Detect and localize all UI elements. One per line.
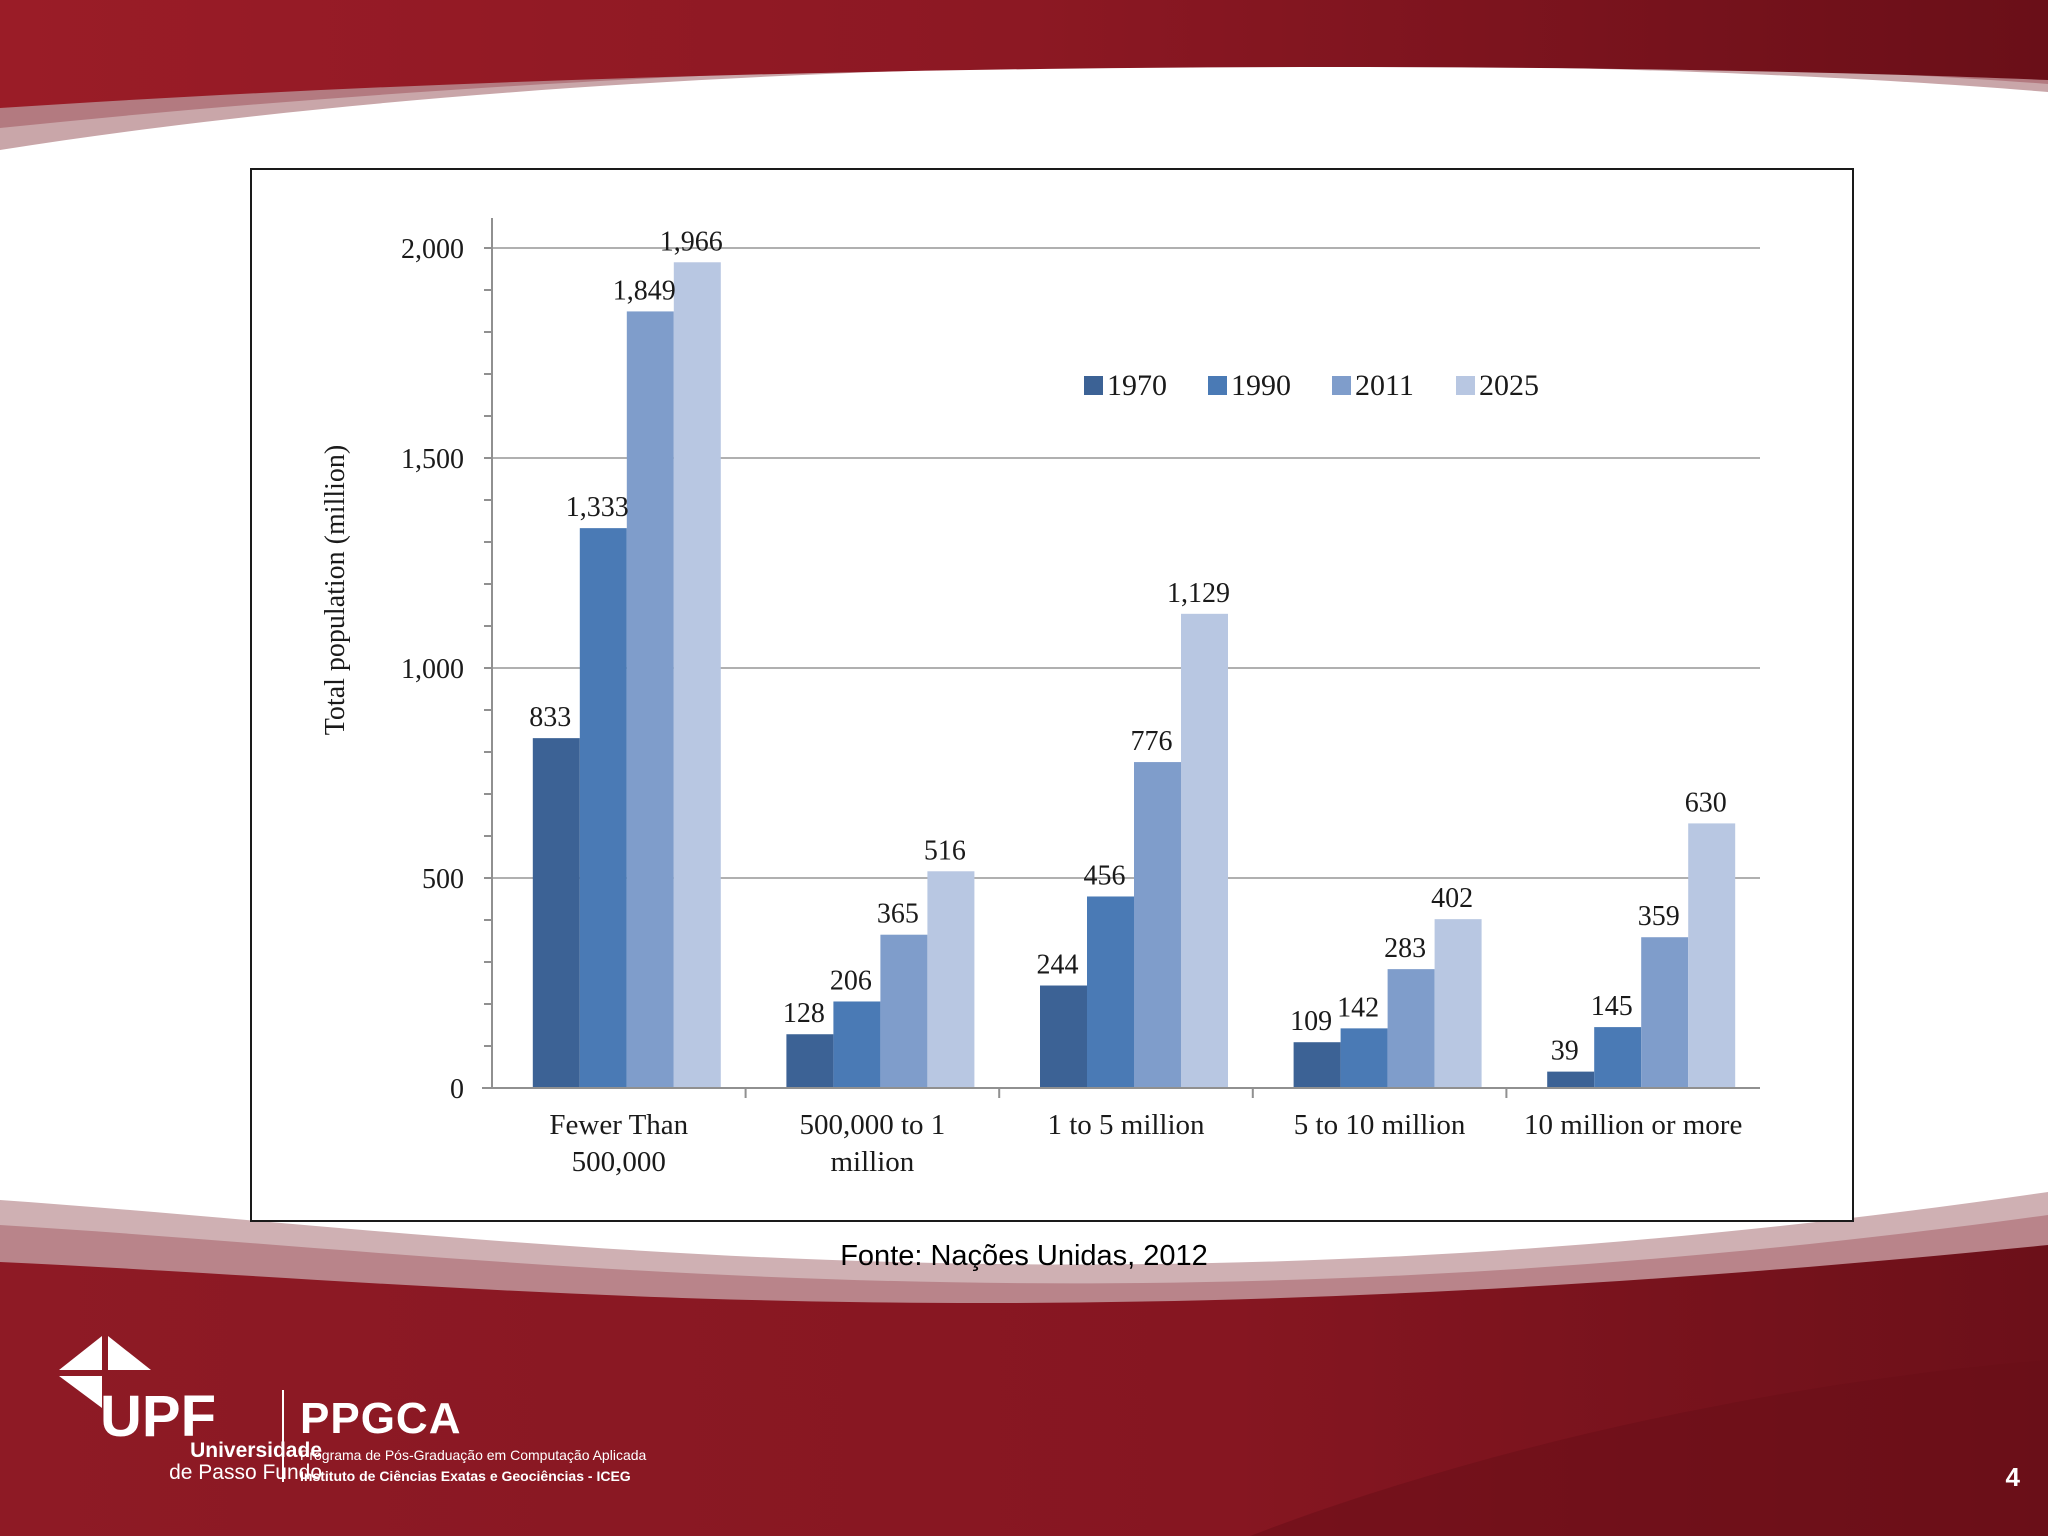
data-label: 206 [830, 965, 872, 996]
data-label: 283 [1384, 933, 1426, 964]
legend-label: 2025 [1479, 369, 1539, 402]
bar-chart: Total population (million) 0 500 1,000 1,50… [320, 218, 1760, 1178]
x-tick-label: 500,000 [572, 1146, 666, 1178]
x-tick-label: 1 to 5 million [1047, 1109, 1205, 1141]
source-caption: Fonte: Nações Unidas, 2012 [840, 1240, 1208, 1272]
legend-label: 2011 [1355, 369, 1414, 402]
data-label: 1,966 [660, 226, 723, 257]
bars [532, 262, 1736, 1088]
y-tick-label: 2,000 [401, 234, 464, 265]
bar-2011 [880, 934, 928, 1088]
legend-swatch-1970 [1084, 376, 1103, 395]
y-tick-label: 1,000 [401, 654, 464, 685]
y-axis-ticks: 0 500 1,000 1,500 2,000 [401, 218, 493, 1105]
legend-swatch-1990 [1208, 376, 1227, 395]
x-tick-label: 5 to 10 million [1294, 1109, 1466, 1141]
chart-frame: Total population (million) 0 500 1,000 1,50… [250, 168, 1854, 1222]
x-tick-label: 10 million or more [1524, 1109, 1742, 1141]
bar-1990 [1087, 896, 1134, 1088]
top-wave [0, 0, 2048, 108]
legend-label: 1990 [1231, 369, 1291, 402]
institute-name: Instituto de Ciências Exatas e Geociênci… [300, 1468, 631, 1484]
data-label: 630 [1685, 787, 1727, 818]
bar-1970 [786, 1034, 834, 1088]
bar-2025 [1688, 823, 1736, 1088]
data-label: 1,333 [566, 492, 629, 523]
data-label: 1,849 [613, 275, 676, 306]
bar-1970 [1293, 1042, 1341, 1088]
legend-label: 1970 [1107, 369, 1167, 402]
x-tick-label: Fewer Than [549, 1109, 688, 1141]
chart-legend: 1970 1990 2011 2025 [1084, 369, 1539, 402]
x-axis-ticks: Fewer Than 500,000 500,000 to 1 million 1 to… [482, 1087, 1760, 1178]
bar-2011 [1641, 937, 1689, 1088]
data-label: 833 [529, 702, 571, 733]
logo-upf-text: UPF [100, 1384, 216, 1440]
bar-2011 [1387, 969, 1435, 1088]
page-number: 4 [2005, 1462, 2020, 1492]
y-axis-title: Total population (million) [320, 445, 351, 735]
data-label: 39 [1551, 1036, 1579, 1067]
university-line1: Universidade [190, 1439, 322, 1462]
data-label: 365 [877, 899, 919, 930]
y-tick-label: 1,500 [401, 444, 464, 475]
data-label: 142 [1337, 992, 1379, 1023]
data-label: 128 [783, 998, 825, 1029]
data-label: 1,129 [1167, 578, 1230, 609]
x-tick-label: million [831, 1146, 915, 1178]
data-label: 516 [924, 835, 966, 866]
bar-2011 [626, 311, 674, 1088]
legend-swatch-2025 [1456, 376, 1475, 395]
y-tick-label: 500 [422, 864, 464, 895]
university-line2: de Passo Fundo [169, 1461, 322, 1484]
data-label: 776 [1131, 726, 1173, 757]
program-name: Programa de Pós-Graduação em Computação … [300, 1447, 647, 1463]
data-label: 244 [1037, 950, 1079, 981]
x-tick-label: 500,000 to 1 [799, 1109, 945, 1141]
university-name: Universidade de Passo Fundo [126, 1440, 322, 1484]
data-label: 456 [1084, 860, 1126, 891]
bar-2025 [927, 871, 975, 1088]
data-label: 359 [1638, 901, 1680, 932]
bar-1970 [1040, 985, 1087, 1088]
logo-divider [282, 1390, 284, 1482]
bar-2025 [1434, 919, 1482, 1088]
data-label: 145 [1591, 991, 1633, 1022]
program-acronym: PPGCA [300, 1394, 462, 1443]
bar-1990 [1340, 1028, 1388, 1088]
data-label: 402 [1431, 883, 1473, 914]
bar-1970 [532, 738, 580, 1088]
bar-2025 [673, 262, 721, 1088]
bar-1990 [833, 1001, 881, 1088]
bar-1990 [1594, 1027, 1642, 1088]
legend-swatch-2011 [1332, 376, 1351, 395]
bar-1970 [1547, 1071, 1595, 1088]
bottom-wave-dark [1250, 1360, 2048, 1536]
y-tick-label: 0 [450, 1074, 464, 1105]
upf-logo-icon: UPF [59, 1336, 216, 1440]
bar-2011 [1134, 762, 1181, 1088]
bar-1990 [579, 528, 627, 1088]
bar-2025 [1181, 613, 1228, 1088]
data-label: 109 [1290, 1006, 1332, 1037]
upf-ppgca-logo: UPF Universidade de Passo Fundo PPGCA Pr… [56, 1330, 656, 1490]
